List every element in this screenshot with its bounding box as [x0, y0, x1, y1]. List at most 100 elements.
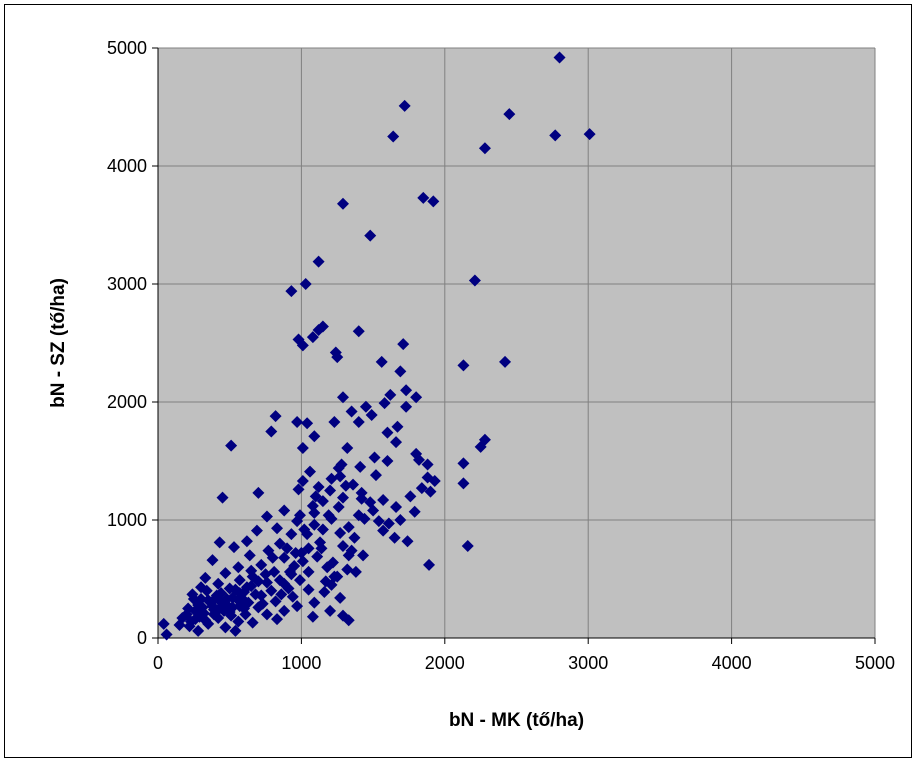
data-point-0-193 — [282, 582, 295, 595]
data-point-0-129 — [293, 574, 306, 587]
data-point-0-205 — [394, 514, 407, 526]
data-point-0-233 — [273, 574, 286, 587]
data-point-0-217 — [225, 609, 238, 622]
data-point-0-122 — [268, 565, 281, 578]
data-point-0-128 — [199, 571, 212, 584]
data-point-0-91 — [271, 522, 284, 535]
data-point-0-118 — [255, 558, 268, 571]
data-point-0-177 — [219, 621, 232, 634]
data-point-0-208 — [187, 593, 200, 606]
data-point-0-62 — [369, 469, 382, 482]
data-point-0-24 — [499, 355, 512, 368]
data-point-0-81 — [408, 505, 421, 518]
data-point-0-36 — [365, 408, 378, 421]
data-point-0-110 — [357, 549, 370, 562]
data-point-0-29 — [384, 388, 397, 401]
data-point-0-34 — [359, 400, 372, 413]
data-point-0-13 — [299, 278, 312, 290]
data-point-0-95 — [334, 526, 347, 539]
data-point-0-227 — [355, 492, 368, 505]
data-point-0-0 — [553, 51, 566, 64]
data-point-0-199 — [328, 570, 341, 583]
data-point-0-206 — [404, 490, 417, 503]
data-point-0-97 — [388, 531, 401, 544]
x-tick-label-2: 2000 — [425, 653, 465, 673]
data-point-0-74 — [336, 491, 349, 504]
data-point-0-223 — [316, 495, 329, 508]
data-point-0-51 — [296, 442, 309, 455]
data-point-0-180 — [157, 617, 170, 630]
data-point-0-80 — [390, 501, 403, 514]
data-point-0-140 — [265, 584, 278, 597]
data-point-0-155 — [291, 600, 304, 613]
data-point-0-55 — [381, 455, 394, 467]
x-axis-title: bN - MK (tő/ha) — [449, 710, 584, 731]
data-point-0-30 — [410, 391, 423, 404]
data-point-0-53 — [368, 451, 381, 464]
data-point-0-167 — [306, 610, 319, 623]
data-point-0-196 — [301, 528, 314, 541]
data-point-0-174 — [246, 616, 259, 629]
plot-background — [158, 48, 875, 638]
data-point-0-172 — [342, 614, 355, 627]
data-point-0-232 — [252, 575, 265, 588]
data-point-0-69 — [324, 484, 337, 497]
x-tick-label-4: 4000 — [712, 653, 752, 673]
data-point-0-201 — [348, 531, 361, 544]
data-point-0-202 — [358, 512, 371, 525]
data-point-0-132 — [260, 576, 273, 589]
data-point-0-44 — [381, 426, 394, 439]
data-point-0-90 — [342, 521, 355, 534]
data-point-0-189 — [240, 581, 253, 594]
x-tick-label-1: 1000 — [281, 653, 321, 673]
data-point-0-229 — [316, 523, 329, 536]
data-point-0-237 — [206, 600, 219, 613]
data-point-0-105 — [228, 541, 241, 554]
data-point-0-60 — [304, 465, 317, 478]
data-point-0-25 — [331, 351, 344, 364]
data-point-0-115 — [296, 555, 309, 568]
data-point-0-67 — [415, 482, 428, 495]
data-point-0-111 — [243, 549, 256, 562]
data-point-0-215 — [199, 614, 212, 627]
x-tick-label-5: 5000 — [855, 653, 895, 673]
data-point-0-76 — [377, 493, 390, 506]
data-point-0-125 — [219, 567, 232, 580]
data-point-0-93 — [377, 524, 390, 537]
data-point-0-26 — [457, 359, 470, 372]
data-point-0-230 — [322, 509, 335, 522]
data-point-0-197 — [315, 542, 328, 555]
data-point-0-161 — [278, 604, 291, 617]
data-point-0-41 — [352, 416, 365, 429]
data-point-0-39 — [301, 417, 314, 430]
data-point-0-2 — [503, 108, 516, 121]
data-point-0-203 — [367, 504, 380, 517]
data-point-0-42 — [391, 420, 404, 433]
data-point-0-120 — [341, 563, 354, 576]
data-point-0-195 — [295, 547, 308, 560]
data-point-0-4 — [549, 129, 562, 142]
data-point-0-123 — [349, 565, 362, 578]
data-point-0-234 — [283, 565, 296, 578]
data-point-0-43 — [265, 425, 278, 438]
y-axis-title: bN - SZ (tő/ha) — [48, 278, 69, 408]
data-point-0-47 — [474, 440, 487, 453]
data-point-0-88 — [372, 515, 385, 528]
data-point-0-71 — [424, 485, 437, 498]
data-point-0-226 — [347, 478, 360, 491]
data-point-0-164 — [260, 608, 273, 621]
x-tick-label-3: 3000 — [568, 653, 608, 673]
data-point-0-160 — [324, 604, 337, 617]
plot-area-group — [158, 47, 876, 638]
x-tick-label-0: 0 — [153, 653, 163, 673]
data-point-0-179 — [192, 624, 205, 637]
data-point-0-19 — [296, 339, 309, 352]
data-point-0-49 — [390, 436, 403, 449]
data-point-0-23 — [375, 355, 388, 368]
data-point-0-141 — [318, 585, 331, 598]
data-point-0-101 — [240, 535, 253, 548]
data-point-0-240 — [238, 602, 251, 615]
data-point-0-190 — [249, 588, 262, 601]
data-point-0-114 — [206, 554, 219, 567]
